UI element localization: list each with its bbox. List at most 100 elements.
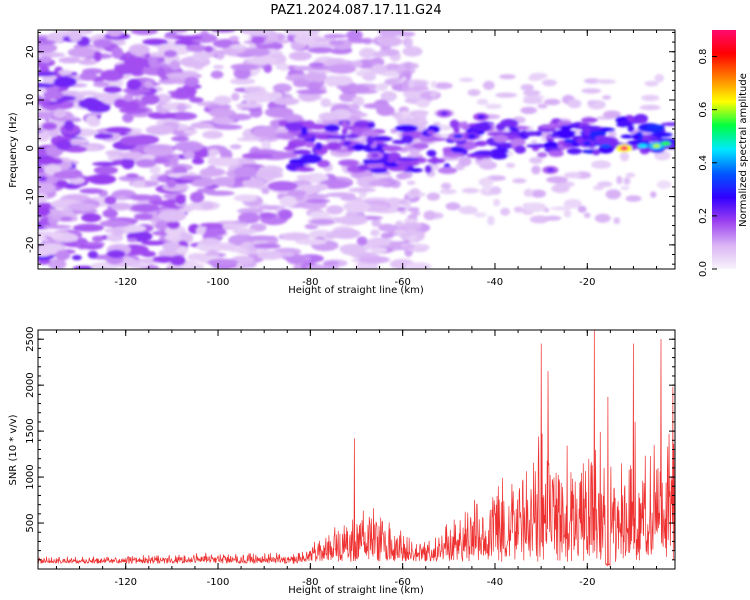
heatmap-cell <box>320 98 332 108</box>
heatmap-cell <box>467 134 476 139</box>
heatmap-cell <box>426 192 441 201</box>
x-tick-label: -40 <box>487 277 503 288</box>
heatmap-cell <box>43 90 64 100</box>
snr-x-axis-label: Height of straight line (km) <box>288 585 424 596</box>
heatmap-cell <box>38 42 58 54</box>
heatmap-cell <box>53 108 67 119</box>
x-tick-label: -120 <box>114 577 137 588</box>
heatmap-cell <box>192 51 210 62</box>
heatmap-cell <box>242 177 265 188</box>
heatmap-cell <box>157 66 166 78</box>
heatmap-cell <box>341 120 348 129</box>
heatmap-cell <box>544 215 562 221</box>
heatmap-cell <box>555 129 576 139</box>
heatmap-cell <box>64 185 80 190</box>
heatmap-cell <box>38 71 57 77</box>
heatmap-cell <box>473 122 492 132</box>
heatmap-cell <box>77 90 99 96</box>
heatmap-cell <box>238 212 260 224</box>
heatmap-cell <box>73 223 104 232</box>
heatmap-cell <box>207 157 239 167</box>
heatmap-cell <box>401 222 422 230</box>
heatmap-cell <box>550 133 561 138</box>
heatmap-cell <box>600 143 611 148</box>
heatmap-cell <box>523 188 534 197</box>
heatmap-cell <box>323 34 348 39</box>
heatmap-cell <box>135 159 157 168</box>
heatmap-cell <box>548 150 564 158</box>
heatmap-cell <box>199 167 226 177</box>
heatmap-cell <box>267 181 298 192</box>
heatmap-cell <box>563 199 582 209</box>
heatmap-cell <box>67 47 98 58</box>
heatmap-cell <box>458 156 472 167</box>
heatmap-cell <box>442 152 465 158</box>
heatmap-cell <box>650 191 657 198</box>
heatmap-cell <box>280 232 311 241</box>
heatmap-cell <box>397 207 406 212</box>
y-tick-label: 1500 <box>25 418 36 443</box>
heatmap-cell <box>111 46 124 59</box>
heatmap-cell <box>371 64 387 75</box>
heatmap-cell <box>210 70 224 79</box>
snr-x-ticks: -120 -100 -80 -60 -40 -20 <box>55 330 658 588</box>
heatmap-cell <box>162 241 181 251</box>
heatmap-cell <box>87 174 117 185</box>
heatmap-cell <box>637 143 648 148</box>
heatmap-cell <box>314 142 323 151</box>
heatmap-cell <box>520 106 537 115</box>
heatmap-cell <box>529 157 543 164</box>
heatmap-cell <box>214 124 243 130</box>
heatmap-cell <box>495 123 506 132</box>
heatmap-cell <box>208 108 236 118</box>
y-tick-label: 2000 <box>25 372 36 397</box>
heatmap-cell <box>317 159 331 168</box>
heatmap-cell <box>563 139 574 144</box>
heatmap-cell <box>619 120 631 126</box>
heatmap-cell <box>64 120 75 131</box>
heatmap-cell <box>230 63 260 71</box>
heatmap-cell <box>405 37 413 48</box>
heatmap-cell <box>529 72 548 80</box>
heatmap-cell <box>93 81 110 88</box>
heatmap-cell <box>416 98 430 108</box>
heatmap-cell <box>38 83 55 88</box>
heatmap-cell <box>440 156 460 161</box>
heatmap-cell <box>489 186 502 195</box>
heatmap-cell <box>176 103 187 112</box>
heatmap-cell <box>359 47 376 59</box>
heatmap-cell <box>661 122 675 126</box>
heatmap-cell <box>190 122 214 129</box>
heatmap-cell <box>345 211 357 218</box>
heatmap-cell <box>329 228 361 239</box>
heatmap-cell <box>129 194 155 201</box>
heatmap-cell <box>296 89 328 95</box>
heatmap-cell <box>583 126 591 136</box>
heatmap-cell <box>205 227 227 237</box>
heatmap-cell <box>283 146 296 151</box>
heatmap-cell <box>183 129 198 135</box>
heatmap-y-ticks: -20 -10 0 10 20 <box>25 31 675 265</box>
heatmap-cell <box>362 158 385 164</box>
heatmap-cell <box>367 121 376 129</box>
heatmap-cell <box>251 149 277 154</box>
heatmap-cell <box>246 235 276 241</box>
heatmap-cell <box>407 167 423 173</box>
heatmap-cell <box>204 45 214 53</box>
heatmap-cell <box>279 196 298 208</box>
heatmap-cell <box>408 207 420 212</box>
heatmap-cell <box>72 265 96 269</box>
heatmap-cell <box>424 164 432 174</box>
heatmap-cell <box>105 150 124 156</box>
y-tick-label: 10 <box>25 94 36 107</box>
heatmap-cell <box>644 80 659 87</box>
heatmap-cell <box>358 164 368 171</box>
heatmap-cell <box>192 158 205 165</box>
heatmap-cell <box>395 220 404 228</box>
heatmap-cell <box>269 91 284 99</box>
heatmap-cell <box>264 106 294 118</box>
heatmap-cell <box>583 212 591 218</box>
heatmap-cell <box>449 119 460 129</box>
heatmap-cell <box>185 44 207 52</box>
heatmap-cell <box>378 223 396 232</box>
